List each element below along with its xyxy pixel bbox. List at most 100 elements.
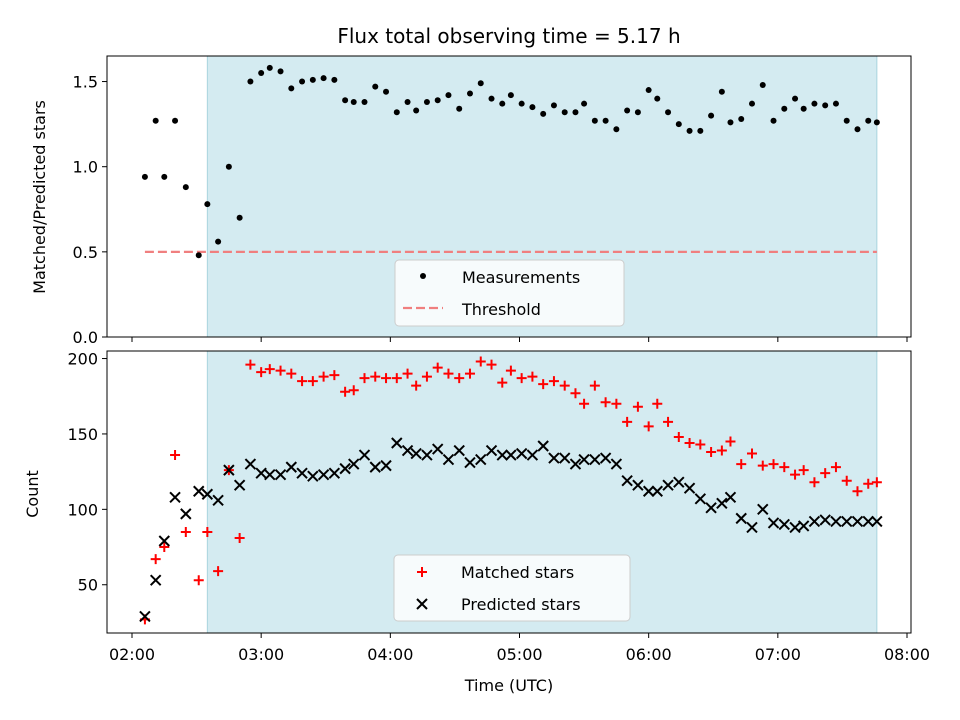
predicted-star-point <box>380 459 392 472</box>
matched-star-point <box>432 362 443 373</box>
matched-star-point <box>159 542 170 553</box>
predicted-star-point <box>830 515 842 528</box>
measurement-point <box>182 184 189 191</box>
predicted-star-point <box>537 440 549 452</box>
measurement-point <box>161 173 168 180</box>
bottom-y-tick-label: 150 <box>67 425 98 444</box>
measurement-point <box>865 117 872 124</box>
predicted-star-point <box>819 514 831 526</box>
measurement-point <box>645 87 652 94</box>
measurement-point <box>843 117 850 124</box>
predicted-star-point <box>358 449 371 461</box>
predicted-star-point <box>317 468 330 481</box>
bottom-panel: 50 100 150 200 02:00 03:00 04:00 05:00 06:00 07:0… <box>67 350 930 664</box>
measurement-point <box>258 70 265 77</box>
matched-star-point <box>820 468 831 479</box>
matched-star-point <box>359 373 370 384</box>
matched-star-point <box>475 356 486 367</box>
predicted-star-point <box>735 512 747 525</box>
matched-star-point <box>798 465 809 476</box>
predicted-star-point <box>716 497 728 510</box>
predicted-star-point <box>662 479 674 491</box>
measurement-point <box>561 109 568 116</box>
measurement-point <box>613 126 620 133</box>
top-panel: 0.0 0.5 1.0 1.5 Measurements Threshold <box>73 55 912 347</box>
measurement-point <box>634 109 641 116</box>
predicted-star-point <box>871 515 883 528</box>
measurement-point <box>581 100 588 107</box>
measurement-point <box>393 109 400 116</box>
matched-star-point <box>830 462 841 473</box>
predicted-star-point <box>569 458 582 470</box>
matched-star-point <box>348 385 359 396</box>
bottom-y-tick-label: 50 <box>78 576 98 595</box>
predicted-star-point <box>632 479 644 491</box>
measurement-point <box>800 105 807 112</box>
predicted-star-point <box>285 461 298 473</box>
predicted-star-point <box>746 521 758 534</box>
measurement-point <box>423 98 430 105</box>
top-series-0 <box>141 64 880 259</box>
predicted-star-point <box>757 503 769 516</box>
measurement-point <box>350 98 357 105</box>
measurement-point <box>445 92 452 99</box>
predicted-star-point <box>485 444 498 457</box>
matched-star-point <box>809 477 820 488</box>
predicted-star-point <box>505 449 517 461</box>
legend-entry-label: Measurements <box>462 268 580 287</box>
measurement-point <box>299 78 306 85</box>
bottom-y-tick-label: 200 <box>67 350 98 369</box>
matched-star-point <box>391 373 402 384</box>
matched-star-point <box>381 373 392 384</box>
matched-star-point <box>443 368 454 379</box>
measurement-point <box>832 100 839 107</box>
measurement-point <box>708 112 715 119</box>
matched-star-point <box>527 371 538 382</box>
top-y-tick-label: 0.5 <box>73 243 98 262</box>
predicted-star-point <box>578 453 590 466</box>
predicted-star-point <box>589 453 601 466</box>
legend-entry-label: Matched stars <box>461 563 574 582</box>
bottom-axes-frame <box>106 350 912 634</box>
predicted-star-point <box>149 574 162 586</box>
measurement-point <box>518 100 525 107</box>
measurement-point <box>854 126 861 133</box>
matched-star-point <box>841 475 852 486</box>
predicted-star-point <box>621 474 633 487</box>
matched-star-point <box>622 416 633 427</box>
measurement-point <box>624 107 631 114</box>
measurement-point <box>204 201 211 208</box>
matched-star-point <box>486 359 497 370</box>
predicted-star-point <box>694 493 707 505</box>
matched-star-point <box>684 437 695 448</box>
measurement-point <box>591 117 598 124</box>
measurement-point <box>873 119 880 126</box>
bottom-series-1 <box>139 437 883 623</box>
matched-star-point <box>213 566 224 577</box>
matched-star-point <box>402 368 413 379</box>
predicted-star-point <box>797 520 810 532</box>
matched-star-point <box>779 462 790 473</box>
predicted-star-point <box>201 488 214 500</box>
measurement-point <box>172 117 179 124</box>
measurement-point <box>266 64 273 71</box>
matched-star-point <box>663 416 674 427</box>
x-axis-label: Time (UTC) <box>464 676 553 695</box>
measurement-point <box>550 102 557 109</box>
measurement-point <box>361 98 368 105</box>
measurement-point <box>770 117 777 124</box>
predicted-star-point <box>526 449 539 461</box>
matched-star-point <box>497 377 508 388</box>
predicted-star-point <box>296 467 308 479</box>
predicted-star-point <box>328 467 341 479</box>
x-tick-label: 02:00 <box>109 645 155 664</box>
matched-star-point <box>234 532 245 543</box>
predicted-star-point <box>158 535 170 547</box>
legend-marker-measurements <box>420 273 426 279</box>
measurement-point <box>277 68 284 75</box>
measurement-point <box>675 121 682 128</box>
matched-star-point <box>245 359 256 370</box>
measurement-point <box>309 76 316 83</box>
matched-star-point <box>286 368 297 379</box>
